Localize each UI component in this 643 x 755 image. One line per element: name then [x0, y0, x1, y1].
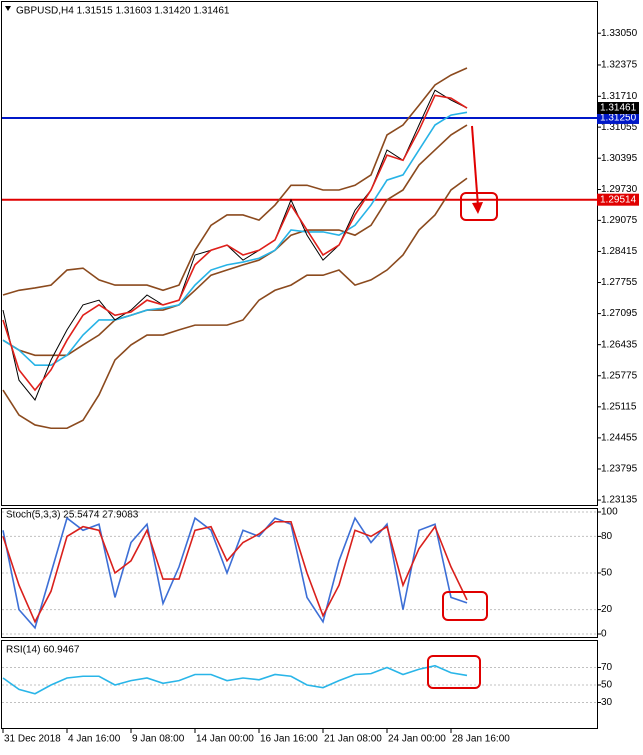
y-tick-label: 1.25775	[601, 370, 638, 381]
x-tick-label: 14 Jan 00:00	[196, 734, 254, 745]
y-tick-label: 30	[601, 697, 613, 708]
y-tick-label: 20	[601, 604, 613, 615]
y-tick-label: 1.27095	[601, 308, 638, 319]
y-tick-label: 100	[601, 507, 618, 518]
price-tag-label: 1.29514	[600, 194, 637, 205]
arrow-head	[472, 202, 483, 214]
series-line	[2, 520, 468, 624]
x-tick-label: 9 Jan 08:00	[132, 734, 185, 745]
y-tick-label: 1.28415	[601, 246, 638, 257]
price-tag	[597, 111, 639, 124]
series-line	[2, 89, 468, 401]
x-tick-label: 28 Jan 16:00	[452, 734, 510, 745]
y-tick-label: 0	[601, 629, 607, 640]
series-line	[2, 177, 468, 430]
x-tick-label: 16 Jan 16:00	[260, 734, 318, 745]
x-tick-label: 24 Jan 00:00	[388, 734, 446, 745]
menu-triangle	[5, 6, 11, 11]
series-line	[2, 664, 468, 695]
y-tick-label: 1.23135	[601, 495, 638, 506]
annotations	[427, 125, 498, 689]
rsi-title: RSI(14) 60.9467	[6, 645, 80, 656]
y-tick-label: 1.25115	[601, 401, 637, 412]
y-tick-label: 1.29730	[601, 184, 638, 195]
y-tick-label: 80	[601, 531, 613, 542]
y-tick-label: 1.33050	[601, 28, 638, 39]
highlight-box	[427, 655, 481, 689]
series-line	[2, 67, 468, 296]
y-tick-label: 70	[601, 662, 613, 673]
y-tick-label: 1.31055	[601, 122, 638, 133]
price-tag-label: 1.31461	[600, 103, 637, 114]
series-line	[2, 111, 468, 366]
y-tick-label: 50	[601, 568, 613, 579]
price-tag	[597, 102, 639, 115]
x-tick-label: 31 Dec 2018	[4, 734, 61, 745]
y-tick-label: 1.29075	[601, 215, 638, 226]
y-tick-label: 1.23795	[601, 464, 638, 475]
stoch-title: Stoch(5,3,3) 25.5474 27.9083	[6, 510, 139, 521]
x-tick-label: 21 Jan 08:00	[324, 734, 382, 745]
y-tick-label: 1.32375	[601, 60, 638, 71]
x-tick-label: 4 Jan 16:00	[68, 734, 121, 745]
y-tick-label: 1.30395	[601, 153, 638, 164]
price-tag-label: 1.31250	[600, 113, 637, 124]
y-tick-label: 50	[601, 680, 613, 691]
y-tick-label: 1.26435	[601, 339, 638, 350]
highlight-box	[460, 192, 498, 221]
price-tag	[597, 193, 639, 206]
series-line	[2, 94, 468, 392]
y-tick-label: 1.31710	[601, 91, 638, 102]
series-line	[2, 124, 468, 357]
chart-title: GBPUSD,H4 1.31515 1.31603 1.31420 1.3146…	[16, 6, 230, 17]
main-frame	[1, 1, 598, 506]
y-tick-label: 1.24455	[601, 433, 638, 444]
highlight-box	[442, 591, 488, 621]
y-tick-label: 1.27755	[601, 277, 638, 288]
